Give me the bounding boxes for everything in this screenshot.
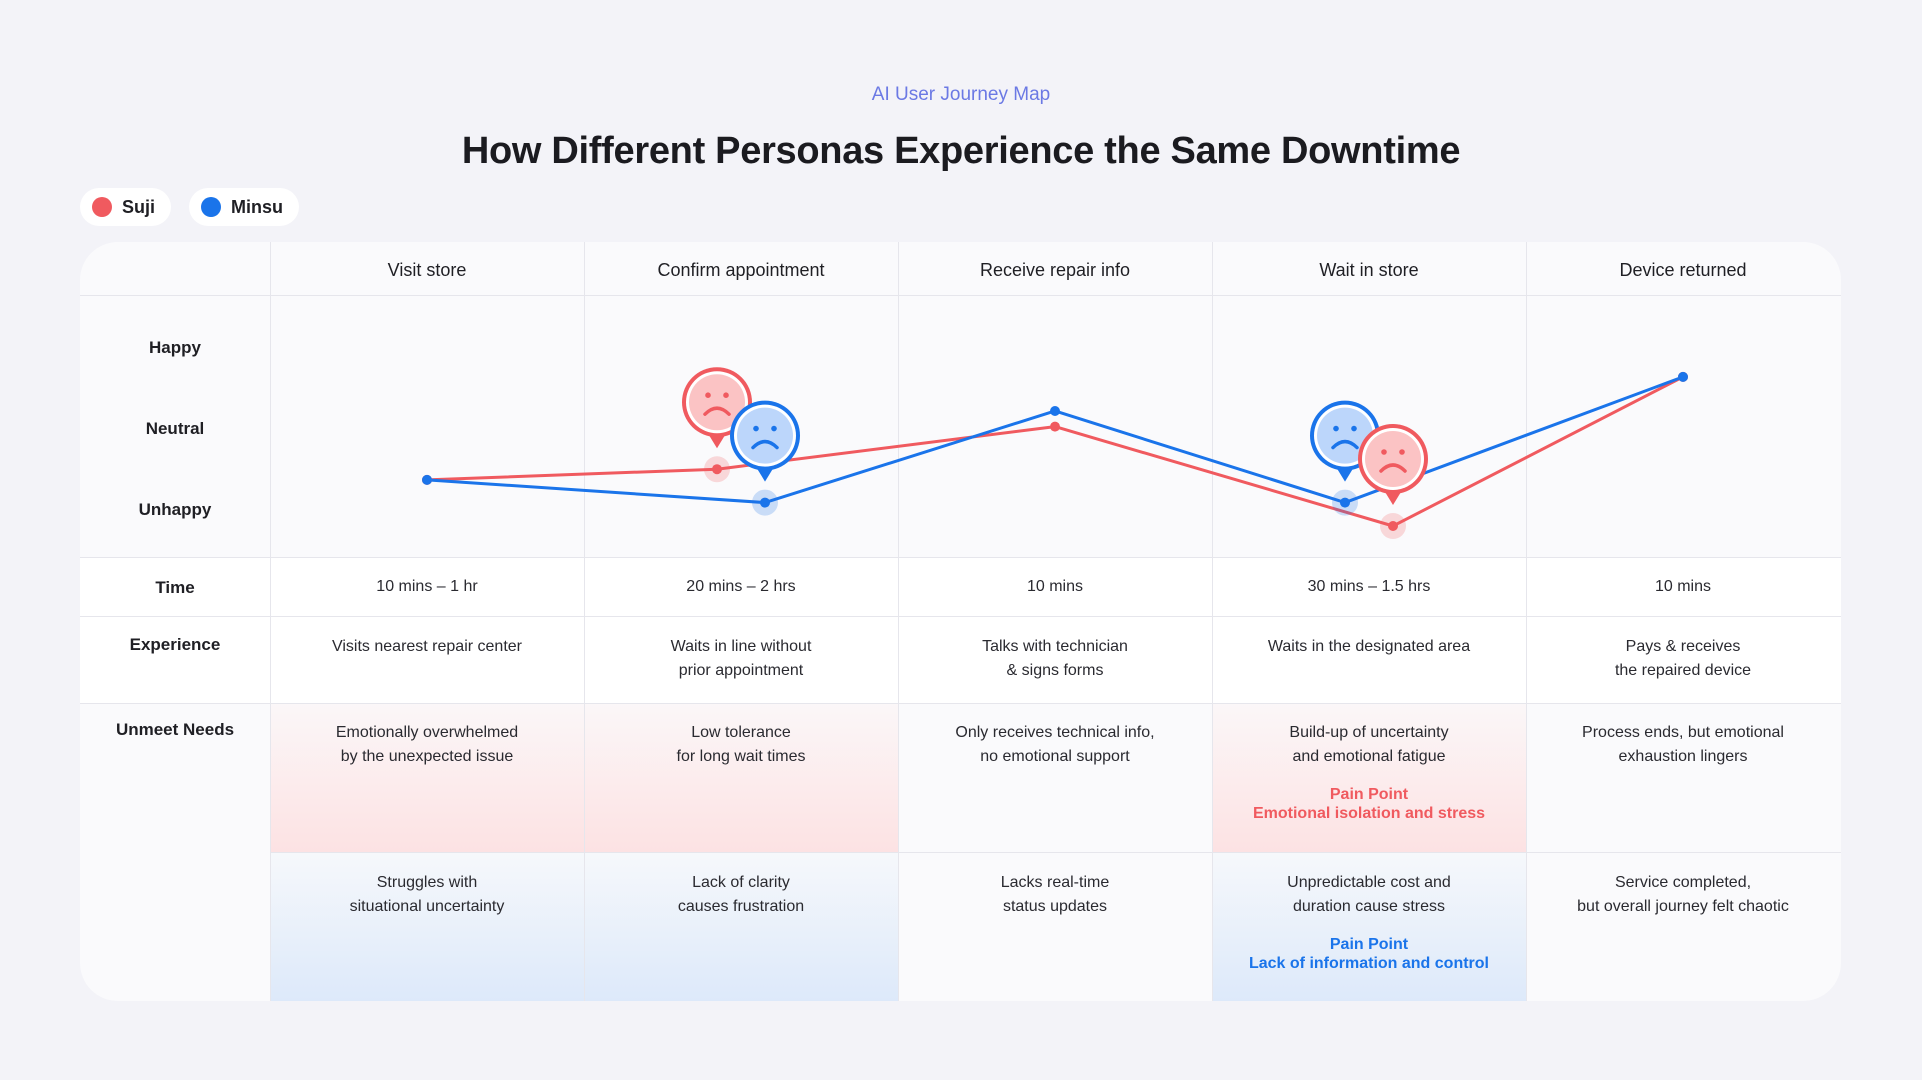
suji-pain-point-label: Pain Point: [1329, 786, 1409, 803]
face-eye: [1351, 425, 1357, 432]
legend-label-minsu: Minsu: [231, 196, 284, 217]
grid-vline: [898, 242, 899, 1001]
page-title: How Different Personas Experience the Sa…: [461, 130, 1461, 172]
minsu-pain-point-label: Pain Point: [1329, 936, 1409, 953]
suji-data-point: [1388, 521, 1398, 531]
suji-need-cell: Low tolerance for long wait times: [676, 724, 806, 765]
time-experience-band: [80, 557, 1841, 703]
grid-hline: [270, 852, 1841, 853]
suji-need-cell: Emotionally overwhelmed by the unexpecte…: [335, 724, 519, 765]
experience-cell: Waits in line without prior appointment: [670, 638, 812, 679]
suji-pain-point-text: Emotional isolation and stress: [1252, 805, 1486, 822]
row-label-time: Time: [155, 578, 195, 597]
minsu-need-bg-2: [584, 852, 898, 1001]
time-cell: 20 mins – 2 hrs: [686, 578, 796, 595]
minsu-data-point: [760, 497, 770, 508]
minsu-need-bg-4: [1212, 852, 1526, 1001]
stage-header-confirm-appointment: Confirm appointment: [657, 260, 825, 280]
face-eye: [1399, 449, 1405, 455]
minsu-need-bg-1: [270, 852, 584, 1001]
face-mouth: [1379, 463, 1407, 473]
emotion-label-unhappy: Unhappy: [138, 500, 212, 519]
experience-cell: Waits in the designated area: [1267, 638, 1471, 655]
minsu-data-point: [422, 474, 432, 485]
emotion-label-happy: Happy: [149, 338, 201, 357]
suji-need-cell: Only receives technical info, no emotion…: [955, 724, 1155, 765]
time-cell: 10 mins: [1654, 578, 1712, 595]
pin-face: [737, 407, 793, 464]
experience-cell: Pays & receives the repaired device: [1614, 638, 1752, 679]
stage-header-visit-store: Visit store: [387, 260, 467, 280]
suji-need-cell: Build-up of uncertainty and emotional fa…: [1289, 724, 1449, 765]
time-cell: 30 mins – 1.5 hrs: [1307, 578, 1431, 595]
face-eye: [1381, 449, 1387, 455]
legend-dot-minsu: [201, 197, 222, 217]
minsu-need-cell: Service completed, but overall journey f…: [1577, 874, 1789, 915]
grid-hline: [80, 557, 1841, 558]
pin-face: [1365, 431, 1421, 487]
emotion-line-chart: [422, 367, 1688, 539]
face-mouth: [1331, 439, 1359, 450]
minsu-data-point: [1340, 497, 1350, 508]
face-eye: [771, 425, 777, 432]
minsu-sad-face-icon: [730, 400, 800, 482]
suji-data-point: [1050, 421, 1060, 432]
legend-label-suji: Suji: [122, 196, 156, 217]
minsu-data-point: [1678, 371, 1688, 382]
pin-face: [689, 374, 745, 431]
legend-item-suji: Suji: [80, 188, 172, 226]
face-eye: [1333, 425, 1339, 432]
grid-hline: [80, 295, 1841, 296]
grid-vline: [270, 242, 271, 1001]
suji-emotion-line: [426, 375, 1684, 528]
grid-hline: [80, 703, 1841, 704]
grid-vline: [1526, 242, 1527, 1001]
minsu-emotion-line: [426, 375, 1684, 505]
face-mouth: [751, 439, 779, 450]
suji-sad-face-icon: [1358, 424, 1428, 505]
face-eye: [705, 392, 711, 398]
eyebrow: AI User Journey Map: [871, 84, 1051, 105]
suji-sad-face-icon: [682, 367, 752, 449]
suji-need-cell: Process ends, but emotional exhaustion l…: [1582, 724, 1784, 765]
suji-need-bg-1: [270, 703, 584, 852]
face-eye: [723, 392, 729, 398]
legend-item-minsu: Minsu: [189, 188, 300, 226]
row-label-experience: Experience: [129, 635, 221, 654]
emotion-label-neutral: Neutral: [145, 419, 205, 438]
grid-vline: [1212, 242, 1213, 1001]
pin-face: [1317, 407, 1373, 464]
stage-header-device-returned: Device returned: [1619, 260, 1747, 280]
legend: Suji Minsu: [80, 188, 300, 226]
minsu-need-cell: Unpredictable cost and duration cause st…: [1287, 874, 1451, 915]
time-cell: 10 mins – 1 hr: [376, 578, 478, 595]
minsu-need-cell: Lacks real-time status updates: [1000, 874, 1110, 915]
grid-vline: [584, 242, 585, 1001]
face-eye: [753, 425, 759, 432]
minsu-need-cell: Struggles with situational uncertainty: [349, 874, 505, 915]
suji-need-bg-4: [1212, 703, 1526, 852]
face-mouth: [703, 406, 731, 416]
suji-need-bg-2: [584, 703, 898, 852]
grid-hline: [80, 616, 1841, 617]
experience-cell: Visits nearest repair center: [331, 638, 522, 655]
stage-header-receive-repair-info: Receive repair info: [979, 260, 1131, 280]
row-label-unmeet-needs: Unmeet Needs: [115, 720, 235, 739]
suji-data-point: [712, 464, 722, 475]
experience-cell: Talks with technician & signs forms: [982, 638, 1128, 679]
time-cell: 10 mins: [1026, 578, 1084, 595]
minsu-pain-point-text: Lack of information and control: [1248, 955, 1489, 972]
stage-header-wait-in-store: Wait in store: [1319, 260, 1419, 280]
minsu-data-point: [1050, 405, 1060, 416]
minsu-need-cell: Lack of clarity causes frustration: [677, 874, 805, 915]
journey-map-card: Visit store Confirm appointment Receive …: [80, 242, 1841, 1001]
legend-dot-suji: [92, 197, 112, 217]
